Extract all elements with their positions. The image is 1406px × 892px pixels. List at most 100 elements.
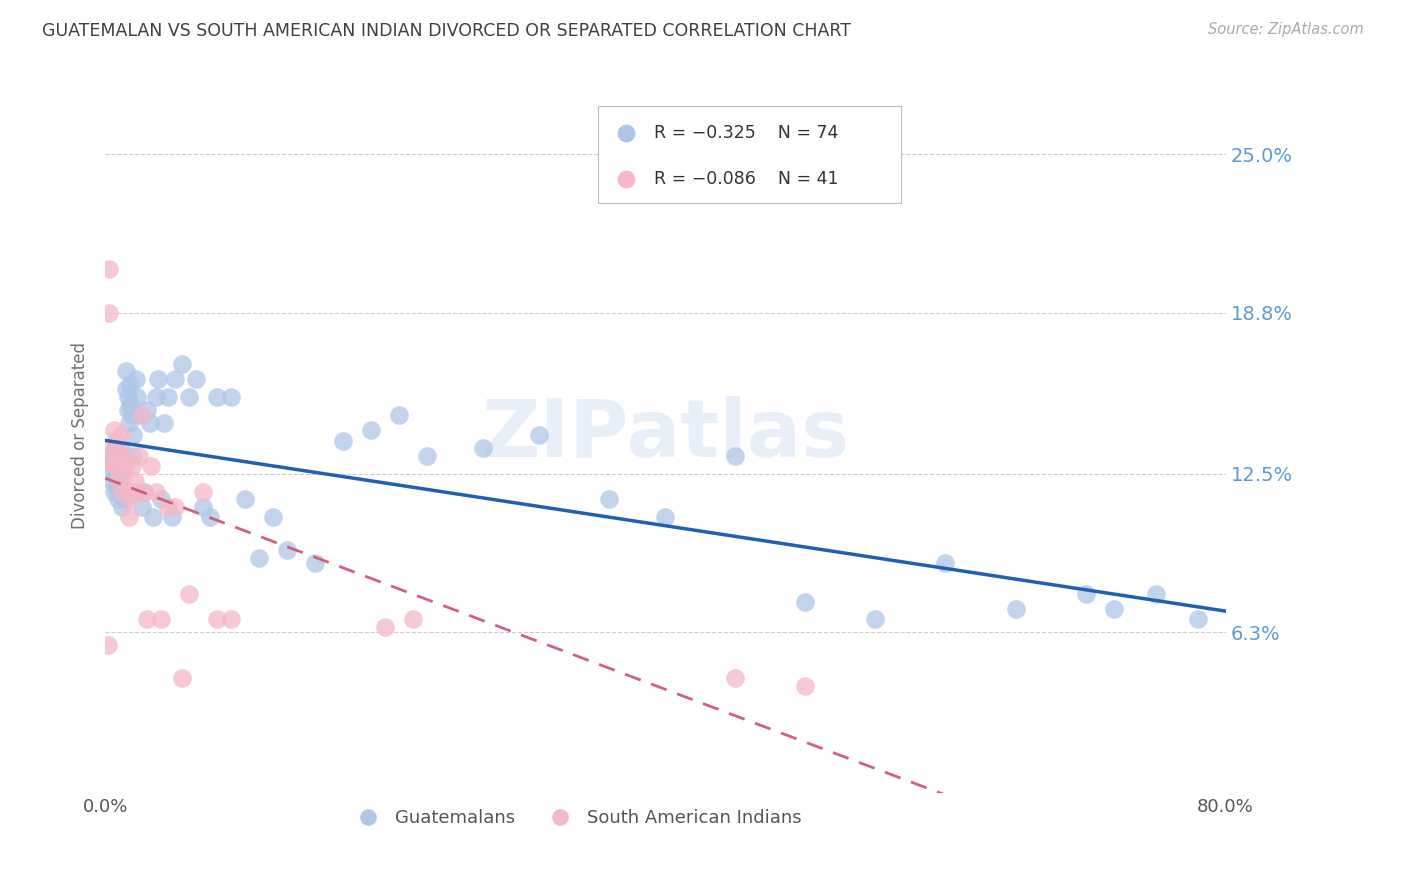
Point (139, 416, 162, 430)
Point (131, 408, 153, 422)
Point (1004, 602, 1026, 616)
Point (125, 484, 148, 499)
Point (1144, 587, 1167, 601)
Point (304, 556, 326, 570)
Point (98, 262, 121, 277)
Point (150, 492, 173, 507)
Point (388, 408, 411, 422)
Point (122, 449, 145, 463)
Point (794, 679, 817, 693)
Point (112, 454, 135, 468)
Point (724, 671, 747, 685)
Text: R = −0.325    N = 74: R = −0.325 N = 74 (654, 124, 838, 142)
Point (157, 500, 180, 514)
Point (125, 372, 148, 386)
Point (332, 434, 354, 448)
Legend: Guatemalans, South American Indians: Guatemalans, South American Indians (343, 802, 808, 834)
Point (107, 454, 129, 468)
Point (115, 364, 138, 378)
Point (117, 484, 139, 499)
Point (107, 467, 129, 481)
Point (179, 587, 201, 601)
Point (1074, 587, 1097, 601)
Y-axis label: Divorced or Separated: Divorced or Separated (72, 342, 89, 529)
Point (105, 434, 128, 448)
Point (105, 454, 128, 468)
Point (120, 492, 142, 507)
Point (121, 459, 143, 474)
Point (115, 449, 138, 463)
Point (112, 479, 135, 493)
Point (100, 459, 122, 474)
Point (108, 459, 131, 474)
Point (934, 556, 956, 570)
Point (360, 423, 382, 437)
Point (118, 416, 141, 430)
Point (1187, 612, 1209, 626)
Text: R = −0.086    N = 41: R = −0.086 N = 41 (654, 169, 839, 187)
Point (1102, 602, 1125, 616)
Point (136, 402, 159, 417)
Point (111, 484, 134, 499)
Text: GUATEMALAN VS SOUTH AMERICAN INDIAN DIVORCED OR SEPARATED CORRELATION CHART: GUATEMALAN VS SOUTH AMERICAN INDIAN DIVO… (42, 22, 851, 40)
Point (416, 449, 439, 463)
Point (134, 484, 156, 499)
Point (262, 510, 284, 524)
Point (233, 492, 256, 507)
Point (186, 372, 208, 386)
Point (153, 416, 176, 430)
Point (142, 510, 165, 524)
Point (111, 500, 134, 514)
Point (141, 459, 163, 474)
FancyBboxPatch shape (598, 106, 901, 202)
Point (128, 449, 150, 463)
Point (105, 479, 128, 493)
Point (794, 594, 817, 608)
Point (120, 377, 142, 392)
Point (120, 398, 142, 412)
Point (110, 441, 132, 455)
Point (165, 500, 187, 514)
Point (247, 551, 270, 566)
Point (219, 612, 242, 626)
Point (108, 475, 131, 489)
Point (114, 492, 136, 507)
Point (529, 428, 551, 442)
Point (165, 372, 187, 386)
Point (134, 484, 156, 499)
Point (865, 612, 887, 626)
Point (122, 428, 145, 442)
Point (374, 620, 396, 634)
Point (101, 441, 124, 455)
Point (124, 475, 146, 489)
Point (117, 402, 139, 417)
Point (598, 492, 620, 507)
Point (118, 510, 141, 524)
Point (97, 638, 120, 652)
Point (98, 306, 121, 320)
Point (472, 441, 495, 455)
Point (193, 500, 215, 514)
Point (276, 543, 298, 558)
Point (108, 475, 131, 489)
Point (150, 612, 173, 626)
Point (108, 449, 131, 463)
Point (172, 671, 194, 685)
Point (157, 390, 180, 404)
Point (179, 390, 201, 404)
Point (117, 390, 139, 404)
Point (104, 459, 127, 474)
Point (104, 467, 127, 481)
Point (110, 484, 132, 499)
Point (103, 484, 125, 499)
Point (103, 423, 125, 437)
Point (131, 500, 153, 514)
Point (101, 446, 124, 460)
Point (110, 428, 132, 442)
Point (219, 390, 242, 404)
Point (724, 449, 747, 463)
Point (111, 467, 134, 481)
Text: Source: ZipAtlas.com: Source: ZipAtlas.com (1208, 22, 1364, 37)
Point (121, 408, 143, 422)
Point (100, 454, 122, 468)
